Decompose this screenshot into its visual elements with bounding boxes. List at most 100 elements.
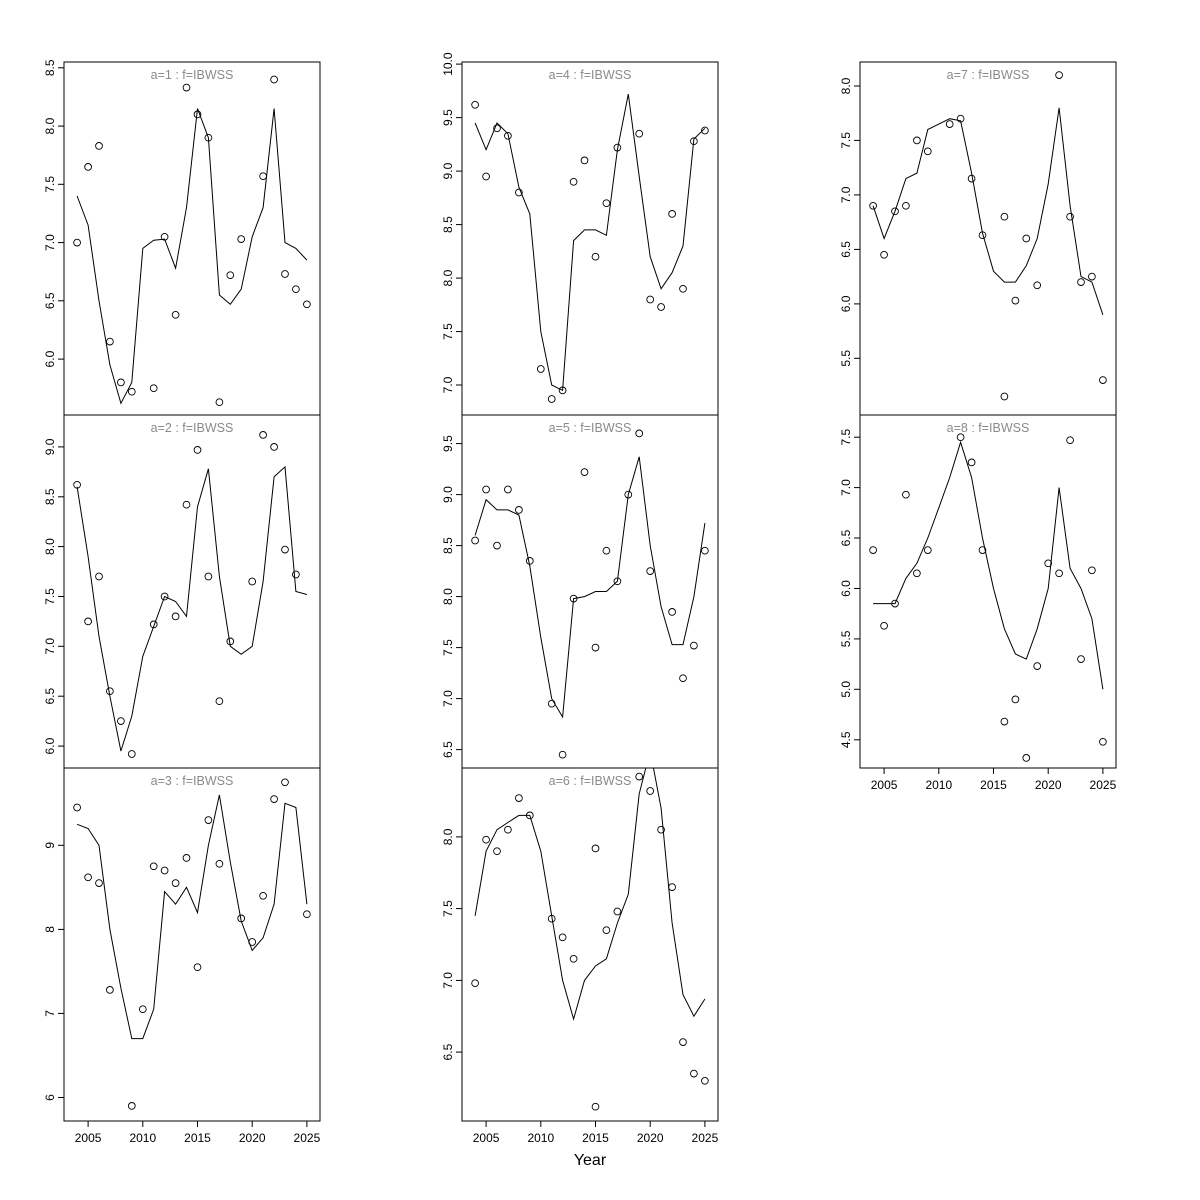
data-point <box>138 1005 147 1014</box>
panel-a1: 6.0 6.5 7.0 7.5 8.0 8.5 a=1 : f=IBWSS <box>43 59 321 416</box>
data-point <box>1033 662 1042 670</box>
data-point <box>1022 754 1031 762</box>
data-point <box>149 862 158 871</box>
x-tick-label: 2025 <box>1090 778 1117 792</box>
data-point <box>923 147 932 156</box>
panel-border <box>461 414 719 769</box>
observed-points <box>869 433 1107 762</box>
x-tick-label: 2005 <box>871 778 898 792</box>
y-tick-label: 6.0 <box>839 580 853 597</box>
data-point <box>668 608 676 616</box>
data-point <box>690 641 698 650</box>
y-tick-label: 8.0 <box>441 588 455 605</box>
data-point <box>635 429 644 438</box>
data-point <box>956 114 965 123</box>
data-point <box>248 938 257 946</box>
data-point <box>701 126 709 135</box>
observed-points <box>73 75 311 407</box>
data-point <box>160 592 169 601</box>
y-tick-label: 7.0 <box>43 638 57 655</box>
data-point <box>902 490 910 499</box>
data-point <box>613 577 622 586</box>
data-point <box>547 914 556 923</box>
y-tick-label: 7.5 <box>839 429 853 446</box>
panel-a8: 4.5 5.0 5.5 6.0 6.5 7.0 7.5 2005 2010 2015 2020 202… <box>839 414 1117 792</box>
data-point <box>1066 436 1074 445</box>
data-point <box>215 859 224 868</box>
y-tick-label: 8.0 <box>441 269 455 286</box>
data-point <box>1055 569 1063 578</box>
x-tick-label: 2020 <box>239 1131 266 1145</box>
y-axis: 5.5 6.0 6.5 7.0 7.5 8.0 <box>839 77 860 367</box>
data-point <box>869 546 877 554</box>
data-point <box>127 1102 136 1110</box>
y-tick-label: 5.5 <box>839 350 853 367</box>
data-point <box>591 844 600 853</box>
y-tick-label: 8.5 <box>441 216 455 233</box>
observed-points <box>869 71 1107 401</box>
data-point <box>160 866 169 875</box>
data-point <box>515 506 523 514</box>
data-point <box>657 825 665 834</box>
panel-border <box>461 61 719 416</box>
data-point <box>668 210 676 218</box>
data-point <box>602 926 611 935</box>
panel-a2: 6.0 6.5 7.0 7.5 8.0 8.5 9.0 a=2 : f=IBWSS <box>43 414 321 769</box>
data-point <box>226 271 235 280</box>
data-point <box>902 201 910 210</box>
observed-points <box>73 778 311 1110</box>
fitted-line <box>76 108 308 405</box>
y-axis: 6.0 6.5 7.0 7.5 8.0 8.5 <box>43 59 64 367</box>
x-tick-label: 2005 <box>75 1131 102 1145</box>
data-point <box>956 433 965 442</box>
data-point <box>259 172 267 181</box>
data-point <box>657 303 665 311</box>
data-point <box>482 485 490 494</box>
data-point <box>569 954 578 963</box>
data-point <box>303 910 311 919</box>
data-point <box>303 300 311 309</box>
data-point <box>106 986 114 994</box>
panel-a3: 6 7 8 9 2005 2010 2015 2020 2025 a=3 : f=IBWSS <box>43 767 321 1145</box>
y-tick-label: 7.5 <box>43 588 57 605</box>
data-point <box>1088 566 1096 575</box>
data-point <box>292 285 300 294</box>
observed-points <box>73 431 300 758</box>
data-point <box>679 674 687 683</box>
panel-border <box>859 414 1117 769</box>
data-point <box>913 569 921 578</box>
y-tick-label: 6.5 <box>43 292 57 309</box>
data-point <box>891 599 899 608</box>
data-point <box>215 398 224 407</box>
data-point <box>182 854 191 862</box>
data-point <box>690 1069 698 1078</box>
y-tick-label: 6.5 <box>43 688 57 705</box>
data-point <box>536 365 545 373</box>
data-point <box>591 252 600 261</box>
x-axis: 2005 2010 2015 2020 2025 <box>75 1121 321 1145</box>
data-point <box>701 1076 709 1085</box>
data-point <box>259 431 267 439</box>
y-tick-label: 8.5 <box>43 59 57 76</box>
y-tick-label: 8.0 <box>43 117 57 134</box>
y-tick-label: 6 <box>43 1094 57 1101</box>
data-point <box>1000 717 1009 726</box>
y-tick-label: 7.0 <box>441 376 455 393</box>
data-point <box>270 443 278 451</box>
data-point <box>471 536 479 545</box>
y-tick-label: 8.0 <box>839 77 853 94</box>
x-tick-label: 2020 <box>637 1131 664 1145</box>
data-point <box>171 879 180 887</box>
fitted-line <box>474 768 706 1021</box>
panel-a4: 7.0 7.5 8.0 8.5 9.0 9.5 10.0 a=4 : f=IBWSS <box>441 52 719 416</box>
data-point <box>84 617 92 626</box>
y-tick-label: 8.0 <box>43 538 57 555</box>
data-point <box>668 883 676 891</box>
data-point <box>215 697 224 706</box>
data-point <box>1088 272 1096 281</box>
data-point <box>613 907 622 916</box>
y-tick-label: 9.0 <box>441 162 455 179</box>
data-point <box>504 131 512 140</box>
